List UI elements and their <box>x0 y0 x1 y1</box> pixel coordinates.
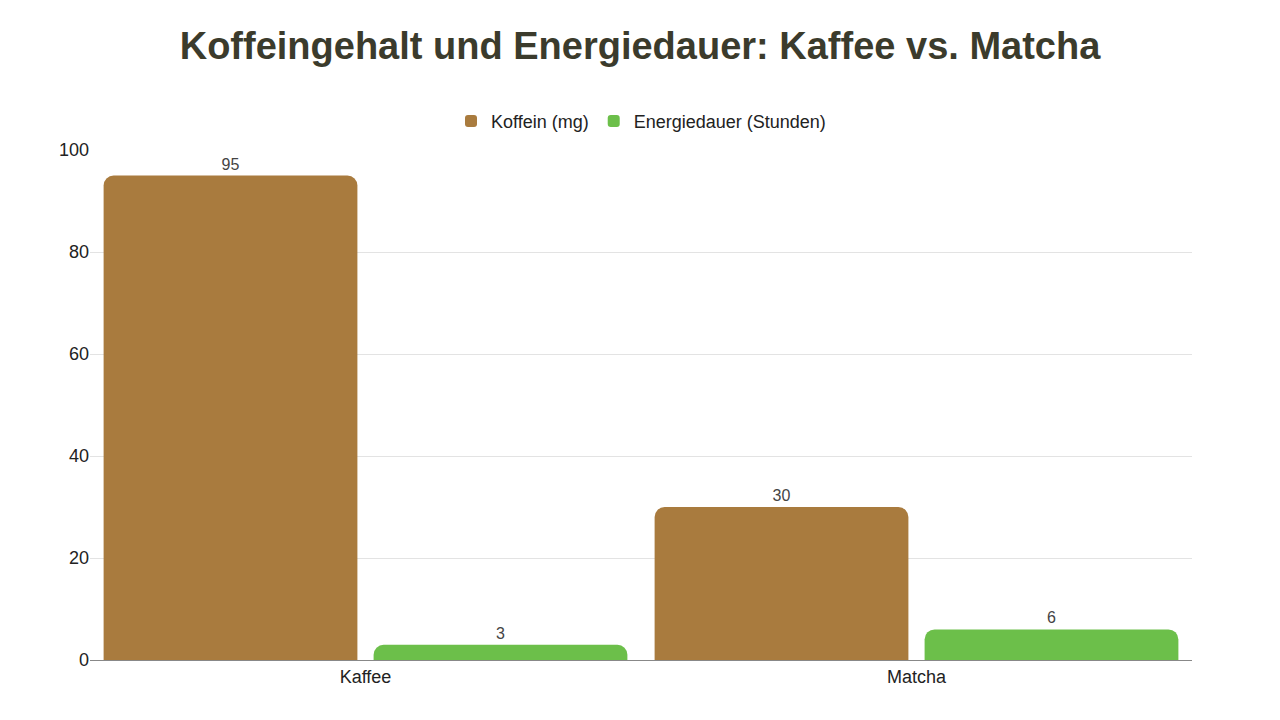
svg-text:95: 95 <box>222 156 240 173</box>
svg-text:Energiedauer (Stunden): Energiedauer (Stunden) <box>634 112 826 132</box>
svg-text:80: 80 <box>69 242 89 262</box>
svg-text:30: 30 <box>773 487 791 504</box>
svg-text:6: 6 <box>1047 609 1056 626</box>
svg-text:3: 3 <box>496 625 505 642</box>
svg-text:60: 60 <box>69 344 89 364</box>
svg-text:Kaffee: Kaffee <box>340 667 392 687</box>
svg-text:20: 20 <box>69 548 89 568</box>
svg-text:40: 40 <box>69 446 89 466</box>
svg-text:Koffeingehalt und Energiedauer: Koffeingehalt und Energiedauer: Kaffee v… <box>180 25 1101 67</box>
svg-text:0: 0 <box>79 650 89 670</box>
svg-text:Matcha: Matcha <box>887 667 947 687</box>
svg-text:100: 100 <box>59 140 89 160</box>
svg-text:Koffein (mg): Koffein (mg) <box>491 112 589 132</box>
